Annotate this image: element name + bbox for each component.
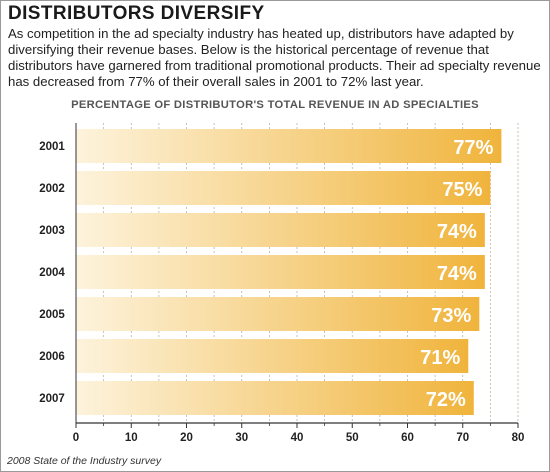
x-axis: 0 10 20 30 40 50 60 70 80	[73, 123, 525, 444]
x-tick-label: 80	[512, 432, 525, 444]
value-label: 74%	[437, 221, 477, 243]
category-label: 2001	[39, 141, 65, 153]
bars: 2001 77% 2002 75% 2003 74% 2004 74% 2005 73% 2006 7…	[39, 129, 502, 415]
category-label: 2004	[39, 267, 65, 279]
value-label: 77%	[453, 137, 493, 159]
x-tick-label: 60	[401, 432, 414, 444]
bar	[76, 129, 502, 163]
value-label: 71%	[420, 347, 460, 369]
value-label: 74%	[437, 263, 477, 285]
x-tick-label: 50	[346, 432, 359, 444]
x-tick-label: 70	[456, 432, 469, 444]
bar	[76, 297, 480, 331]
category-label: 2007	[39, 393, 65, 405]
x-tick-label: 20	[180, 432, 193, 444]
bar	[76, 255, 485, 289]
x-tick-label: 0	[73, 432, 79, 444]
bar	[76, 213, 485, 247]
source-note: 2008 State of the Industry survey	[7, 455, 162, 467]
category-label: 2003	[39, 225, 65, 237]
bar	[76, 381, 474, 415]
x-tick-label: 10	[125, 432, 138, 444]
bar	[76, 339, 469, 373]
intro-paragraph: As competition in the ad specialty indus…	[8, 26, 541, 89]
chart-title: PERCENTAGE OF DISTRIBUTOR'S TOTAL REVENU…	[71, 99, 479, 111]
value-label: 75%	[442, 179, 482, 201]
category-label: 2005	[39, 309, 65, 321]
x-tick-label: 30	[235, 432, 248, 444]
value-label: 72%	[426, 389, 466, 411]
category-label: 2006	[39, 351, 65, 363]
bar	[76, 171, 491, 205]
category-label: 2002	[39, 183, 65, 195]
page-title: DISTRIBUTORS DIVERSIFY	[8, 3, 265, 24]
value-label: 73%	[431, 305, 471, 327]
x-tick-label: 40	[291, 432, 304, 444]
